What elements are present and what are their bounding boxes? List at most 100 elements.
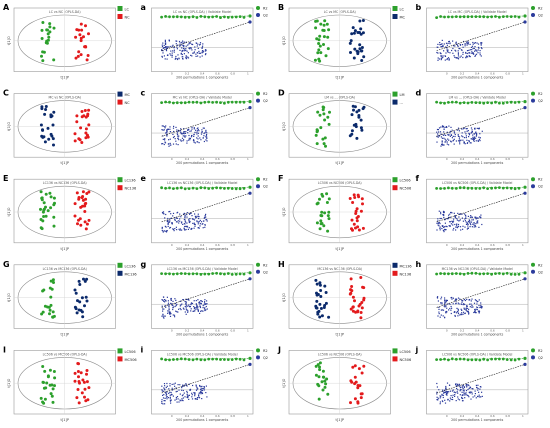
q2-point: [186, 385, 188, 387]
q2-point: [180, 309, 182, 311]
q2-point: [441, 225, 444, 227]
q2-point: [441, 126, 444, 128]
q2-point: [193, 141, 195, 143]
q2-point: [475, 135, 477, 137]
q2-point: [194, 392, 196, 394]
q2-point: [191, 43, 193, 45]
score-point: [355, 207, 359, 211]
r2-point: [183, 357, 187, 361]
q2-point: [443, 43, 445, 45]
q2-point: [457, 398, 459, 400]
panel-title: LC136 vs MC136 (OPLS-DA) / Validate Mode…: [167, 267, 238, 271]
q2-point: [450, 134, 452, 136]
q2-point: [471, 49, 473, 51]
legend-swatch: [117, 185, 123, 191]
r2-point: [230, 15, 234, 19]
score-point: [41, 289, 45, 293]
r2-point: [486, 15, 489, 19]
q2-point: [477, 49, 479, 51]
q2-point: [441, 309, 443, 311]
q2-point: [205, 305, 207, 308]
score-point: [322, 224, 326, 228]
x-tick-label: 0: [446, 72, 448, 76]
q2-point: [444, 228, 446, 230]
r2-point: [187, 358, 191, 361]
q2-point: [436, 135, 438, 138]
q2-point: [454, 395, 456, 397]
q2-point: [478, 304, 480, 307]
q2-point: [469, 55, 471, 57]
q2-point: [186, 216, 188, 218]
q2-point: [173, 135, 175, 138]
q2-point: [175, 143, 177, 145]
score-point: [358, 384, 362, 388]
q2-point: [176, 221, 178, 223]
score-point: [349, 51, 352, 54]
plot-frame: [426, 93, 529, 158]
score-point: [49, 206, 53, 210]
score-point: [83, 279, 87, 283]
q2-point: [466, 142, 468, 144]
y-axis-label: t[1]O: [7, 378, 11, 387]
q2-point: [464, 213, 466, 215]
q2-point: [436, 229, 438, 231]
q2-point: [464, 45, 466, 47]
r2-point: [505, 15, 509, 18]
score-point: [353, 196, 357, 199]
q2-regression-line: [161, 21, 251, 51]
r2-point: [470, 271, 474, 275]
q2-point: [461, 213, 463, 215]
q2-point: [465, 308, 467, 310]
q2-point: [167, 225, 169, 227]
x-tick-label: 1: [522, 243, 524, 247]
q2-point: [481, 391, 483, 393]
q2-point: [161, 44, 163, 46]
q2-point: [471, 131, 473, 133]
score-point: [353, 375, 357, 379]
q2-point: [187, 128, 189, 130]
q2-point: [471, 393, 473, 395]
q2-point: [162, 129, 164, 131]
q2-point: [438, 225, 440, 227]
q2-point: [456, 129, 458, 131]
q2-point: [465, 128, 467, 130]
plot-frame: [151, 7, 254, 72]
q2-point: [436, 386, 438, 388]
r2-point: [168, 358, 171, 362]
r2-point: [466, 358, 470, 362]
q2-point: [457, 127, 460, 129]
score-point: [353, 29, 357, 33]
score-point: [360, 197, 364, 201]
legend-label: MC: [400, 16, 406, 20]
score-point: [84, 136, 88, 140]
panel-j: j LC506 vs NC506 (OPLS-DA) / Validate Mod…: [415, 345, 543, 422]
score-point: [359, 276, 363, 279]
q2-point: [189, 42, 191, 44]
score-point: [43, 140, 47, 144]
q2-point: [164, 39, 166, 41]
q2-point: [181, 53, 183, 56]
q2-point: [205, 134, 207, 136]
q2-point: [440, 46, 442, 48]
score-point: [80, 141, 84, 144]
q2-point: [476, 134, 478, 136]
score-point: [315, 299, 319, 303]
q2-point: [478, 310, 480, 312]
legend-label: NC506: [400, 358, 412, 362]
q2-point: [164, 389, 166, 391]
q2-point: [182, 140, 184, 142]
q2-point: [162, 397, 165, 399]
score-point: [349, 307, 353, 311]
q2-point: [477, 220, 479, 222]
q2-point: [194, 310, 196, 312]
q2-point: [189, 137, 191, 139]
q2-point: [464, 312, 466, 315]
q2-point: [436, 141, 438, 143]
x-tick-label: 0: [446, 243, 448, 247]
q2-point: [193, 392, 195, 394]
q2-point: [162, 403, 164, 405]
score-point: [318, 113, 322, 117]
q2-point: [455, 41, 457, 43]
q2-point: [164, 126, 166, 128]
q2-point: [438, 306, 440, 308]
